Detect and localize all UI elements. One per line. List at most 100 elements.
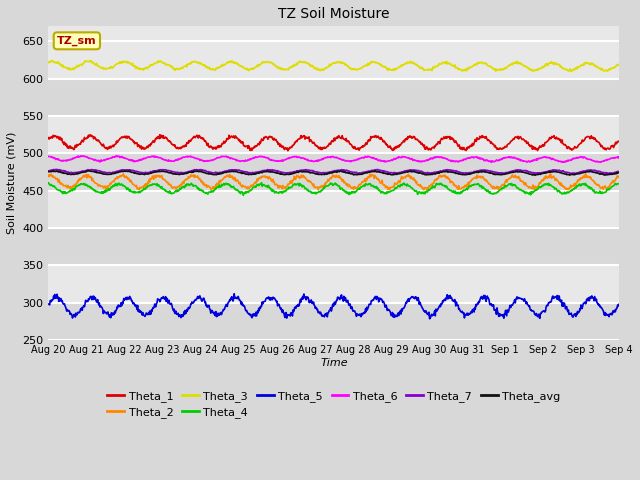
Line: Theta_5: Theta_5	[49, 294, 620, 319]
Bar	[49, 79, 620, 116]
Theta_5	[276, 304, 284, 310]
Theta_5	[616, 303, 623, 309]
Bar	[49, 265, 620, 303]
Theta_6	[597, 159, 605, 165]
Theta_5	[491, 307, 499, 313]
Bar	[49, 228, 620, 265]
Theta_2	[616, 174, 623, 180]
Theta_1	[45, 135, 52, 141]
Line: Theta_7: Theta_7	[49, 169, 620, 174]
Theta_1	[276, 144, 284, 149]
Theta_5	[230, 291, 238, 297]
Bar	[49, 191, 620, 228]
Theta_2	[491, 185, 499, 191]
Theta_7	[616, 168, 623, 174]
Theta_7	[45, 168, 52, 174]
Theta_4	[103, 188, 111, 194]
Theta_7	[605, 171, 612, 177]
Theta_7	[52, 167, 60, 172]
Theta_2	[120, 171, 127, 177]
Text: TZ_sm: TZ_sm	[57, 36, 97, 46]
Theta_4	[45, 180, 52, 186]
Theta_4	[276, 189, 284, 195]
Theta_6	[437, 154, 445, 160]
Theta_avg	[371, 168, 379, 174]
Theta_avg	[490, 171, 498, 177]
Theta_avg	[296, 168, 304, 174]
Theta_4	[297, 182, 305, 188]
Theta_6	[490, 159, 498, 165]
Line: Theta_2: Theta_2	[49, 174, 620, 190]
Theta_4	[501, 182, 509, 188]
Theta_5	[426, 316, 433, 322]
Bar	[49, 41, 620, 79]
Theta_3	[45, 60, 52, 65]
Theta_1	[284, 148, 292, 154]
Theta_7	[490, 169, 498, 175]
Theta_2	[438, 174, 445, 180]
Theta_6	[104, 156, 111, 162]
Theta_7	[276, 169, 284, 175]
Theta_5	[296, 297, 304, 302]
Theta_4	[491, 190, 499, 196]
Theta_7	[104, 170, 111, 176]
Theta_avg	[500, 171, 508, 177]
Line: Theta_avg: Theta_avg	[49, 171, 620, 175]
Theta_5	[45, 301, 52, 307]
Theta_1	[491, 144, 499, 150]
Theta_avg	[45, 169, 52, 175]
Title: TZ Soil Moisture: TZ Soil Moisture	[278, 7, 390, 21]
Theta_3	[616, 61, 623, 67]
Bar	[49, 303, 620, 340]
Theta_3	[500, 66, 508, 72]
Theta_7	[500, 170, 508, 176]
Theta_7	[437, 168, 445, 174]
Theta_2	[103, 184, 111, 190]
Bar	[49, 153, 620, 191]
Theta_6	[77, 153, 84, 159]
Theta_7	[296, 168, 304, 173]
Theta_avg	[437, 169, 445, 175]
Theta_1	[438, 135, 445, 141]
Theta_1	[501, 144, 509, 149]
Theta_avg	[616, 169, 623, 175]
Theta_1	[616, 138, 623, 144]
Theta_1	[297, 132, 305, 138]
Theta_6	[500, 155, 508, 161]
Theta_2	[296, 174, 304, 180]
Theta_6	[276, 158, 284, 164]
Theta_2	[420, 187, 428, 192]
Theta_6	[45, 154, 52, 159]
Legend: Theta_1, Theta_2, Theta_3, Theta_4, Theta_5, Theta_6, Theta_7, Theta_avg: Theta_1, Theta_2, Theta_3, Theta_4, Thet…	[103, 386, 564, 422]
Y-axis label: Soil Moisture (mV): Soil Moisture (mV)	[7, 132, 17, 234]
Theta_4	[616, 181, 623, 187]
Theta_6	[296, 155, 304, 161]
Line: Theta_1: Theta_1	[49, 135, 620, 151]
Theta_3	[567, 69, 575, 74]
Line: Theta_4: Theta_4	[49, 183, 620, 195]
Theta_5	[501, 312, 509, 317]
Line: Theta_3: Theta_3	[49, 60, 620, 72]
Theta_1	[103, 145, 111, 151]
Theta_3	[49, 58, 56, 63]
Theta_3	[104, 66, 111, 72]
X-axis label: Time: Time	[320, 358, 348, 368]
Theta_5	[438, 301, 445, 307]
Theta_6	[616, 154, 623, 160]
Theta_3	[296, 60, 304, 65]
Theta_2	[276, 183, 284, 189]
Bar	[49, 116, 620, 153]
Theta_avg	[275, 171, 283, 177]
Theta_3	[490, 66, 498, 72]
Theta_2	[45, 172, 52, 178]
Line: Theta_6: Theta_6	[49, 156, 620, 162]
Theta_avg	[103, 171, 111, 177]
Theta_4	[239, 192, 247, 198]
Theta_avg	[531, 172, 539, 178]
Theta_4	[438, 181, 445, 187]
Theta_1	[156, 132, 164, 138]
Theta_2	[501, 180, 509, 185]
Theta_4	[258, 180, 266, 186]
Theta_3	[276, 65, 284, 71]
Theta_3	[437, 61, 445, 67]
